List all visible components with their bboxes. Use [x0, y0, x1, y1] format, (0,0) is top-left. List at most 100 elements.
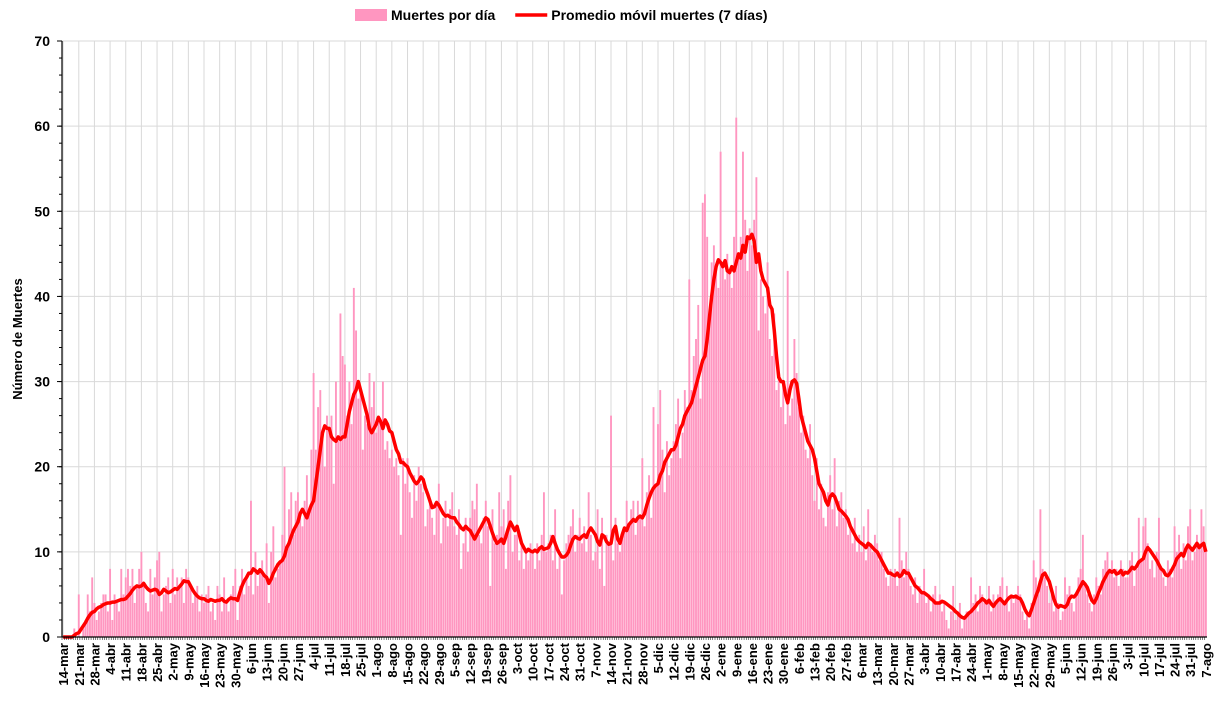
bar — [1034, 577, 1037, 637]
bar — [717, 287, 720, 637]
bar — [820, 483, 823, 637]
x-tick-label: 23-ene — [761, 643, 776, 684]
bar — [370, 407, 373, 637]
bar — [187, 577, 190, 637]
bar — [601, 517, 604, 637]
bar — [368, 373, 371, 637]
bar — [686, 407, 688, 637]
bar — [451, 492, 454, 637]
y-tick-label: 0 — [42, 629, 50, 645]
x-tick-label: 26-sep — [494, 643, 509, 684]
bar — [205, 594, 208, 637]
bar — [359, 390, 362, 637]
bar — [366, 424, 369, 637]
bar — [1037, 594, 1040, 637]
bar — [1175, 551, 1178, 637]
x-tick-label: 17-oct — [541, 642, 556, 681]
bar — [225, 602, 228, 637]
bar — [549, 534, 552, 637]
bar — [1131, 551, 1134, 637]
bar — [981, 594, 984, 637]
bar — [153, 577, 156, 637]
bar — [1200, 509, 1203, 637]
bar — [657, 424, 659, 637]
bar — [290, 492, 293, 637]
x-tick-label: 20-feb — [823, 643, 838, 681]
bar — [91, 577, 94, 637]
bar — [1023, 619, 1026, 637]
bar — [207, 585, 210, 637]
bar — [1079, 568, 1082, 637]
bar — [829, 475, 832, 637]
bar — [144, 602, 147, 637]
x-tick-label: 21-nov — [620, 642, 635, 685]
bar — [529, 543, 532, 637]
bar — [708, 313, 711, 637]
bar — [440, 543, 442, 637]
bar — [1028, 628, 1031, 637]
bar — [489, 585, 492, 637]
x-tick-label: 20-mar — [886, 643, 901, 686]
bar — [272, 526, 275, 637]
bar — [538, 560, 541, 637]
bar — [496, 534, 498, 637]
x-tick-label: 13-feb — [808, 643, 823, 681]
x-tick-label: 18-abr — [134, 643, 149, 682]
bar — [965, 611, 968, 637]
bar — [614, 517, 617, 637]
bar — [404, 483, 407, 637]
bar — [299, 517, 302, 637]
bar — [802, 415, 805, 637]
x-tick-label: 7-ago — [1199, 643, 1214, 678]
bar — [350, 424, 353, 637]
bar — [679, 458, 682, 637]
bar — [504, 568, 507, 637]
x-tick-label: 24-jul — [1168, 643, 1183, 677]
bar — [220, 611, 223, 637]
bar — [706, 236, 709, 638]
bar — [475, 483, 478, 637]
bar — [724, 279, 727, 637]
bar — [1026, 611, 1028, 637]
bar — [1160, 568, 1163, 637]
bar — [442, 517, 445, 637]
bar — [871, 551, 874, 637]
bar — [972, 602, 975, 637]
bar — [1137, 517, 1140, 637]
bar — [887, 585, 890, 637]
moving-average-line — [63, 232, 1208, 639]
bar — [97, 611, 100, 637]
bar — [160, 611, 163, 637]
bar — [840, 492, 843, 637]
bar — [258, 568, 261, 637]
x-tick-label: 27-jun — [291, 643, 306, 681]
bar — [1162, 577, 1165, 637]
bar — [775, 390, 778, 637]
x-tick-label: 14-mar — [56, 643, 71, 686]
bar — [1195, 534, 1198, 637]
bar — [916, 602, 919, 637]
bar — [967, 611, 970, 637]
bar — [270, 551, 273, 637]
bar — [151, 594, 154, 637]
x-tick-label: 10-abr — [933, 643, 948, 682]
x-tick-label: 16-may — [197, 642, 212, 688]
bar — [411, 517, 413, 637]
bar — [1119, 560, 1122, 637]
bar — [1104, 560, 1107, 637]
bar — [759, 279, 762, 637]
bar — [583, 526, 586, 637]
bar — [303, 500, 306, 637]
bar — [791, 398, 794, 637]
bar — [1030, 602, 1033, 637]
bar — [381, 381, 384, 637]
bar — [1126, 577, 1129, 637]
bar — [212, 602, 214, 637]
bar — [914, 577, 917, 637]
bar — [243, 594, 246, 637]
bar — [715, 270, 718, 637]
bar — [466, 551, 469, 637]
bar — [556, 568, 559, 637]
bar — [670, 458, 673, 637]
